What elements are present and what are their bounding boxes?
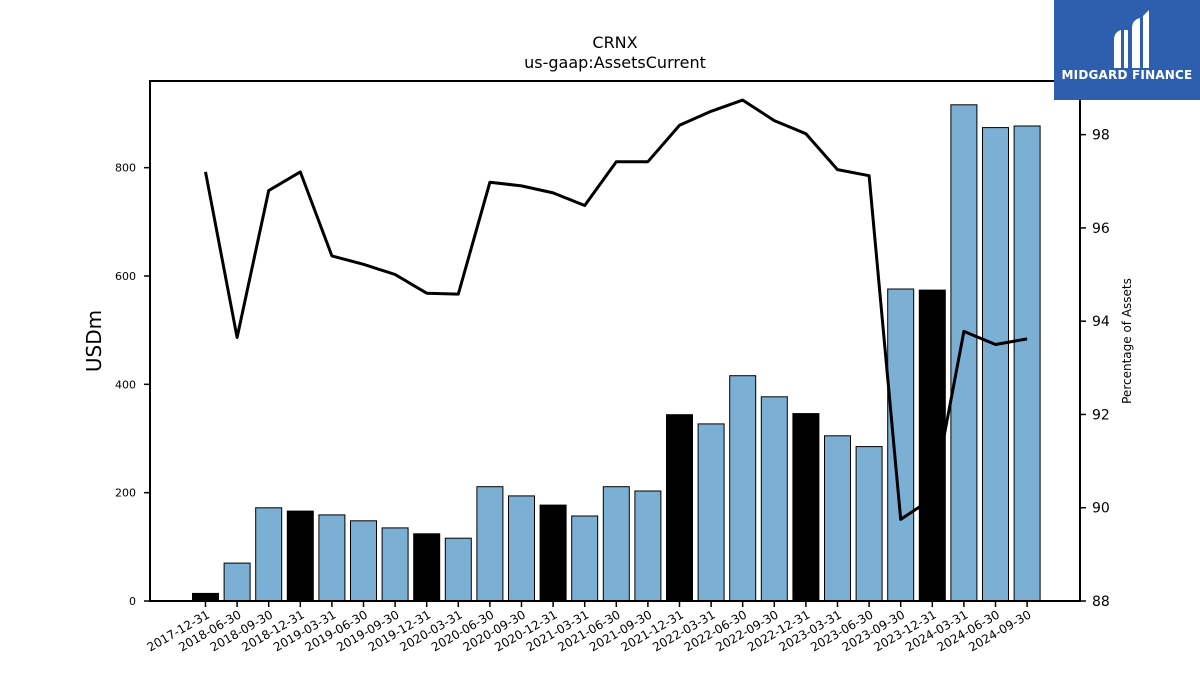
bar-2021-03-31 (571, 515, 599, 602)
y-tick-label: 0 (129, 595, 136, 608)
bar-2020-09-30 (508, 495, 535, 602)
y-tick-label: 400 (115, 378, 136, 391)
bar-2019-06-30 (350, 520, 377, 602)
bar-2022-12-31 (792, 413, 820, 602)
y-tick-label: 800 (115, 162, 136, 175)
y-axis-label: USDm (82, 310, 106, 372)
bar-2019-12-31 (413, 533, 441, 602)
y2-tick-label: 94 (1092, 314, 1110, 330)
bar-2024-03-31 (950, 104, 978, 602)
y2-tick-label: 96 (1092, 221, 1110, 237)
bar-2018-09-30 (255, 507, 283, 602)
bar-2023-09-30 (887, 288, 915, 602)
bar-2022-09-30 (760, 396, 788, 602)
logo-mark-icon (1114, 10, 1149, 68)
chart-subtitle: us-gaap:AssetsCurrent (524, 53, 706, 72)
bar-2021-06-30 (602, 486, 630, 602)
bar-2022-03-31 (697, 423, 725, 602)
bar-2018-12-31 (286, 510, 314, 602)
y2-tick-label: 88 (1092, 594, 1110, 610)
x-axis: 2017-12-312018-06-302018-09-302018-12-31… (145, 601, 1034, 654)
bar-2020-06-30 (476, 486, 504, 602)
bar-2024-06-30 (982, 127, 1009, 602)
bar-2017-12-31 (192, 592, 219, 602)
bar-series (192, 104, 1041, 602)
bar-2019-09-30 (381, 527, 409, 602)
y2-axis-label: Percentage of Assets (1120, 278, 1134, 404)
y-axis-right: 88 90 92 94 96 98 (1080, 128, 1110, 610)
chart-title: CRNX (592, 33, 637, 52)
brand-logo: MIDGARD FINANCE (1054, 0, 1200, 100)
y2-tick-label: 90 (1092, 501, 1110, 517)
bar-2020-12-31 (539, 504, 567, 602)
plot-frame (149, 80, 1081, 602)
logo-text: MIDGARD FINANCE (1061, 68, 1193, 82)
bar-2021-09-30 (634, 490, 662, 602)
bar-2023-06-30 (855, 446, 883, 602)
y-axis-left: 0 200 400 600 800 (115, 162, 150, 608)
bar-2020-03-31 (444, 537, 472, 602)
bar-2024-09-30 (1013, 125, 1041, 602)
y2-tick-label: 92 (1092, 407, 1110, 423)
bar-2019-03-31 (318, 514, 346, 602)
percentage-line (204, 98, 1028, 521)
y-tick-label: 200 (115, 487, 136, 500)
bar-2018-06-30 (223, 562, 251, 602)
bar-2021-12-31 (666, 414, 693, 602)
y2-tick-label: 98 (1092, 128, 1110, 144)
y-tick-label: 600 (115, 270, 136, 283)
bar-2022-06-30 (729, 375, 757, 602)
bar-2023-03-31 (824, 435, 851, 602)
